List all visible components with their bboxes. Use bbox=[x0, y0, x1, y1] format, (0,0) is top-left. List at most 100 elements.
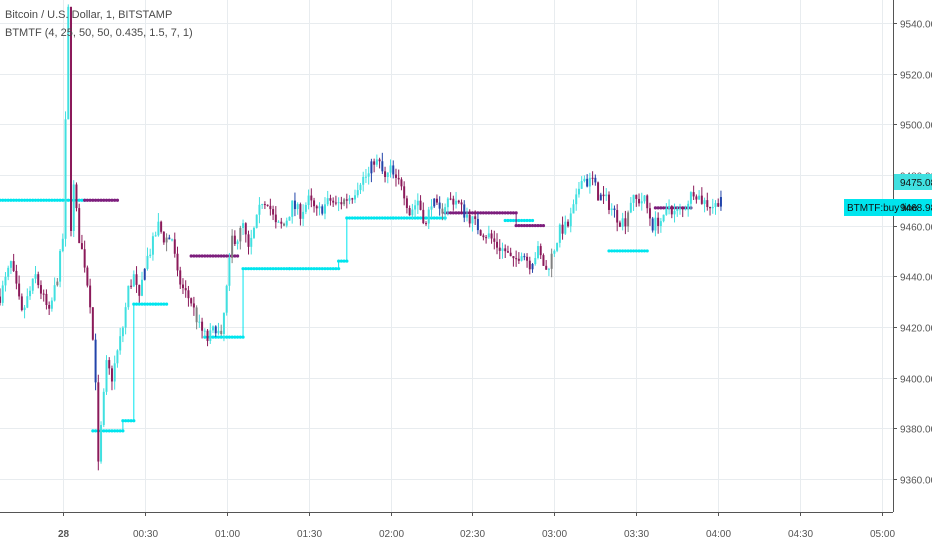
candle-body bbox=[181, 284, 184, 289]
candle-body bbox=[151, 236, 154, 255]
candle-body bbox=[651, 218, 654, 231]
candle-body bbox=[277, 221, 280, 223]
step-marker bbox=[418, 216, 423, 220]
candle-body bbox=[359, 184, 362, 191]
step-marker bbox=[476, 211, 480, 215]
candle-body bbox=[143, 268, 146, 280]
candle-body bbox=[493, 238, 496, 242]
step-marker bbox=[99, 198, 103, 202]
step-marker bbox=[399, 216, 404, 220]
step-marker bbox=[503, 211, 507, 215]
candle-body bbox=[476, 218, 479, 231]
step-marker bbox=[205, 254, 210, 258]
candle-body bbox=[414, 205, 417, 210]
step-marker bbox=[317, 267, 322, 271]
candle-body bbox=[572, 204, 575, 214]
candle-body bbox=[61, 238, 64, 251]
step-marker bbox=[227, 335, 231, 339]
candle-body bbox=[632, 194, 635, 203]
candle-body bbox=[15, 270, 18, 284]
candle-body bbox=[422, 209, 425, 224]
step-marker bbox=[339, 259, 343, 263]
candle-body bbox=[384, 171, 387, 177]
candle-body bbox=[18, 283, 21, 297]
candle-body bbox=[640, 201, 643, 204]
step-marker bbox=[235, 254, 240, 258]
step-marker bbox=[489, 211, 494, 215]
step-marker bbox=[230, 335, 234, 339]
step-marker bbox=[511, 211, 516, 215]
candle-body bbox=[70, 6, 73, 231]
step-marker bbox=[413, 216, 417, 220]
candle-body bbox=[195, 307, 198, 323]
candle-body bbox=[351, 198, 354, 200]
candle-body bbox=[689, 192, 692, 204]
step-marker bbox=[140, 302, 144, 306]
step-marker bbox=[39, 198, 43, 202]
step-marker bbox=[260, 267, 264, 271]
step-marker bbox=[528, 223, 532, 228]
step-marker bbox=[309, 267, 313, 271]
candle-body bbox=[162, 231, 165, 243]
candle-body bbox=[323, 204, 326, 214]
step-marker bbox=[145, 302, 150, 306]
candle-body bbox=[332, 200, 335, 203]
step-marker bbox=[506, 218, 510, 223]
candle-body bbox=[545, 265, 548, 270]
step-marker bbox=[211, 335, 215, 339]
symbol-title[interactable]: Bitcoin / U.S. Dollar, 1, BITSTAMP bbox=[5, 9, 173, 21]
step-marker bbox=[451, 211, 455, 215]
candle-body bbox=[285, 220, 288, 226]
candle-body bbox=[127, 285, 130, 308]
candle-body bbox=[490, 233, 493, 239]
indicator-title[interactable]: BTMTF (4, 25, 50, 50, 0.435, 1.5, 7, 1) bbox=[5, 27, 193, 39]
candle-body bbox=[91, 307, 94, 340]
candle-body bbox=[613, 208, 616, 211]
candle-body bbox=[403, 186, 406, 199]
step-marker bbox=[151, 302, 155, 306]
candle-body bbox=[108, 360, 111, 369]
step-marker bbox=[285, 267, 289, 271]
step-marker bbox=[137, 302, 141, 306]
candle-body bbox=[673, 210, 676, 215]
candle-body bbox=[168, 237, 171, 240]
candle-body bbox=[0, 296, 1, 303]
step-marker bbox=[0, 198, 2, 202]
step-marker bbox=[115, 429, 120, 433]
step-marker bbox=[367, 216, 371, 220]
candle-body bbox=[247, 234, 250, 247]
candle-body bbox=[102, 391, 105, 425]
x-tick-label: 02:30 bbox=[460, 529, 485, 540]
candle-body bbox=[187, 290, 190, 299]
time-axis[interactable]: 28 00:30 01:00 01:30 02:00 02:30 03:00 03:30 04:… bbox=[58, 512, 896, 540]
step-marker bbox=[235, 335, 240, 339]
candle-body bbox=[252, 227, 255, 238]
candle-body bbox=[141, 279, 144, 296]
candle-body bbox=[392, 165, 395, 175]
y-tick-label: 9460.00 bbox=[900, 223, 932, 234]
candle-body bbox=[597, 182, 600, 201]
candle-body bbox=[659, 221, 662, 226]
step-marker bbox=[528, 218, 532, 223]
candle-body bbox=[692, 192, 695, 197]
candle-body bbox=[539, 246, 542, 256]
candle-body bbox=[132, 274, 135, 287]
step-marker bbox=[156, 302, 160, 306]
candle-body bbox=[231, 235, 234, 258]
step-marker bbox=[216, 254, 221, 258]
step-marker bbox=[249, 267, 253, 271]
step-marker bbox=[315, 267, 319, 271]
candle-body bbox=[375, 159, 378, 165]
step-marker bbox=[271, 267, 275, 271]
step-marker bbox=[372, 216, 376, 220]
candle-body bbox=[78, 208, 81, 244]
candle-body bbox=[556, 242, 559, 251]
candle-body bbox=[616, 210, 619, 223]
last-price-text: 9475.08 bbox=[900, 178, 932, 189]
step-marker bbox=[364, 216, 368, 220]
candle-body bbox=[212, 326, 215, 331]
candle-body bbox=[149, 254, 152, 256]
last-price-badge: 9475.08 bbox=[894, 174, 932, 190]
candle-body bbox=[362, 176, 365, 185]
